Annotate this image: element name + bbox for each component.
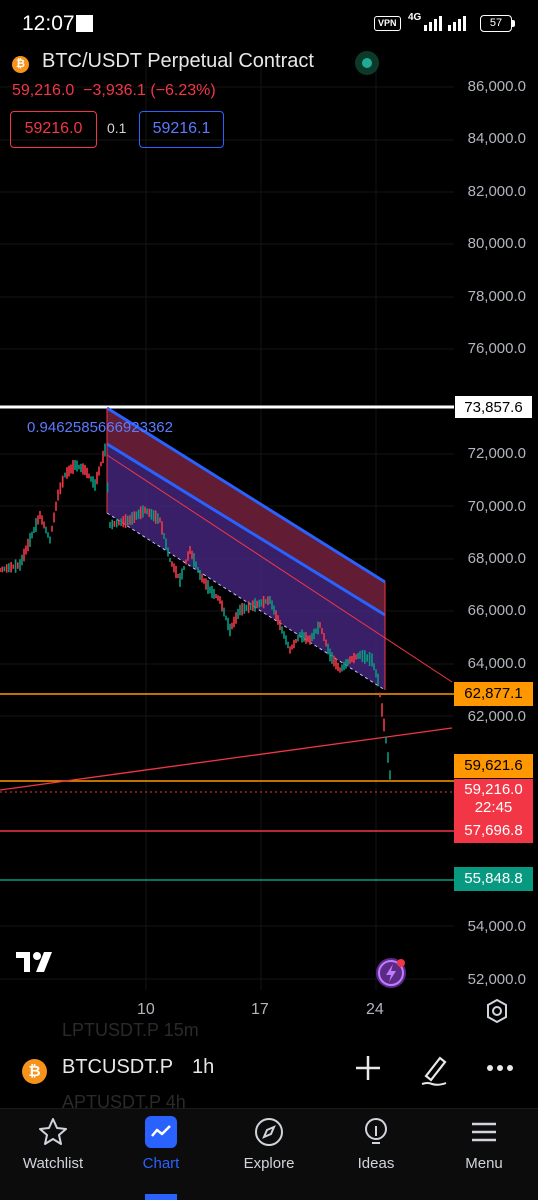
y-tick: 86,000.0 [467,78,526,95]
chart-grid [0,60,454,990]
y-tick: 84,000.0 [467,130,526,147]
nav-ideas[interactable]: Ideas [326,1112,426,1182]
channel-top-line [106,406,386,584]
y-tick: 62,000.0 [467,708,526,725]
interval-selector[interactable]: 1h [192,1056,215,1078]
bottom-nav [0,1108,538,1200]
x-tick: 24 [366,1001,384,1018]
current-price-value: 59,216.0 [464,781,523,798]
price-chart[interactable]: 0.9462585666923362 [0,0,538,1030]
price-change-pct: (−6.23%) [150,82,216,99]
plus-icon[interactable] [352,1052,384,1084]
buy-button[interactable]: 59216.1 [139,111,224,148]
y-tick: 70,000.0 [467,498,526,515]
brush-icon[interactable] [418,1052,450,1088]
y-tick: 64,000.0 [467,655,526,672]
chart-icon [145,1116,177,1148]
signal-icon [424,16,466,31]
channel-bottom-line [106,512,386,691]
y-tick: 52,000.0 [467,971,526,988]
y-tick: 76,000.0 [467,340,526,357]
watchlist-row-ghost: LPTUSDT.P 15m [62,1020,199,1040]
battery-tip [512,20,515,27]
level-2-price-tag: 59,621.6 [454,754,533,778]
sell-button[interactable]: 59216.0 [10,111,97,148]
compass-icon [255,1118,283,1146]
nav-watchlist[interactable]: Watchlist [3,1112,103,1182]
channel-extension-line [106,454,453,683]
nav-menu[interactable]: Menu [434,1112,534,1182]
nav-chart[interactable]: Chart [111,1112,211,1182]
price-change: −3,936.1 [83,82,146,99]
bitcoin-logo-icon: ₿ [22,1059,47,1084]
nav-explore[interactable]: Explore [219,1112,319,1182]
more-icon[interactable] [484,1052,516,1084]
spread-value: 0.1 [107,120,127,136]
level-4-price-tag: 55,848.8 [454,867,533,891]
ratio-label: 0.9462585666923362 [27,419,173,436]
nav-label: Ideas [357,1155,395,1172]
bitcoin-logo-icon: ₿ [12,56,29,73]
level-1-price-tag: 62,877.1 [454,682,533,706]
candle-countdown: 22:45 [474,799,513,816]
star-icon [39,1118,67,1145]
symbol-bar [0,1043,538,1105]
candlestick-series [0,443,391,780]
rising-trendline [0,727,453,791]
x-tick: 10 [137,1001,155,1018]
last-price: 59,216.0 [12,82,75,99]
network-type: 4G [408,12,422,23]
nav-label: Watchlist [22,1155,84,1172]
symbol-selector[interactable]: BTCUSDT.P [62,1056,174,1078]
tradingview-logo-icon [16,952,52,972]
level-3-price-tag: 57,696.8 [454,819,533,843]
nav-label: Chart [142,1155,180,1172]
battery-icon: 57 [480,15,512,32]
y-tick: 66,000.0 [467,602,526,619]
symbol-title[interactable]: BTC/USDT Perpetual Contract [42,50,314,72]
price-change-line: 59,216.0 −3,936.1 (−6.23%) [12,82,216,100]
current-price-tag: 59,216.0 22:45 [454,779,533,819]
watchlist-row-ghost: APTUSDT.P 4h [62,1092,186,1112]
flash-icon[interactable] [376,958,406,988]
high-price-tag: 73,857.6 [454,395,533,419]
x-tick: 17 [251,1001,269,1018]
y-tick: 78,000.0 [467,288,526,305]
notification-icon [76,15,93,32]
y-tick: 80,000.0 [467,235,526,252]
nav-label: Explore [243,1155,295,1172]
vpn-badge: VPN [374,16,401,31]
system-nav-peek [145,1194,177,1200]
menu-icon [472,1122,496,1142]
nav-label: Menu [465,1155,503,1172]
channel-mid-line [106,442,386,617]
market-status-dot [362,58,372,68]
y-tick: 82,000.0 [467,183,526,200]
y-tick: 54,000.0 [467,918,526,935]
y-tick: 68,000.0 [467,550,526,567]
status-time: 12:07 [22,12,75,35]
y-tick: 72,000.0 [467,445,526,462]
zone-fill [107,408,385,615]
bulb-icon [365,1118,387,1144]
gear-icon[interactable] [484,998,510,1024]
